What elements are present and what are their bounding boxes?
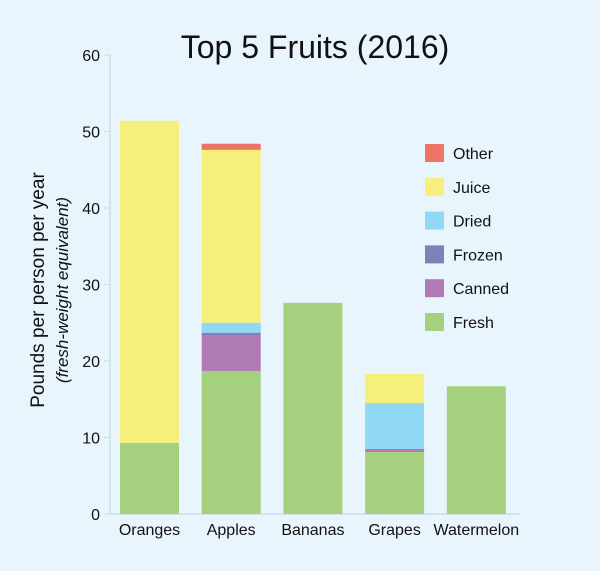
x-tick-label: Apples: [207, 522, 256, 539]
legend-label-frozen: Frozen: [453, 247, 503, 264]
y-tick-label: 30: [82, 278, 100, 295]
legend-swatch-juice: [425, 177, 444, 196]
y-tick-label: 0: [91, 507, 100, 524]
legend-label-fresh: Fresh: [453, 315, 494, 332]
bar-oranges-fresh: [120, 442, 179, 514]
chart-title: Top 5 Fruits (2016): [181, 29, 450, 65]
legend-label-juice: Juice: [453, 180, 490, 197]
y-tick-label: 10: [82, 431, 100, 448]
legend-swatch-other: [425, 144, 444, 162]
y-axis-label: Pounds per person per year: [28, 172, 49, 408]
bar-apples-frozen: [201, 332, 261, 335]
bar-apples-juice: [201, 149, 261, 323]
bar-oranges-juice: [120, 120, 179, 443]
bar-grapes-fresh: [365, 452, 425, 514]
bar-bananas-fresh: [283, 302, 343, 514]
legend-swatch-canned: [425, 279, 444, 298]
bar-watermelon-fresh: [446, 386, 506, 514]
y-tick-label: 40: [82, 201, 100, 218]
bar-apples-dried: [201, 322, 261, 333]
x-tick-label: Bananas: [281, 522, 344, 539]
legend-swatch-dried: [425, 211, 444, 230]
y-tick-label: 50: [82, 125, 100, 142]
x-tick-label: Grapes: [368, 522, 420, 539]
bar-grapes-canned: [365, 448, 425, 453]
bar-apples-canned: [201, 334, 261, 371]
legend-label-other: Other: [453, 146, 494, 163]
legend-label-canned: Canned: [453, 281, 509, 298]
y-axis-sublabel: (fresh-weight equivalent): [53, 197, 72, 383]
legend-label-dried: Dried: [453, 214, 491, 231]
legend-swatch-fresh: [425, 313, 444, 331]
bar-apples-other: [201, 143, 261, 150]
legend-swatch-frozen: [425, 245, 444, 264]
bar-grapes-dried: [365, 403, 425, 449]
x-tick-label: Watermelon: [433, 522, 519, 539]
y-tick-label: 60: [82, 48, 100, 65]
bar-grapes-juice: [365, 374, 425, 404]
bar-apples-fresh: [201, 370, 261, 514]
y-tick-label: 20: [82, 354, 100, 371]
x-tick-label: Oranges: [119, 522, 180, 539]
